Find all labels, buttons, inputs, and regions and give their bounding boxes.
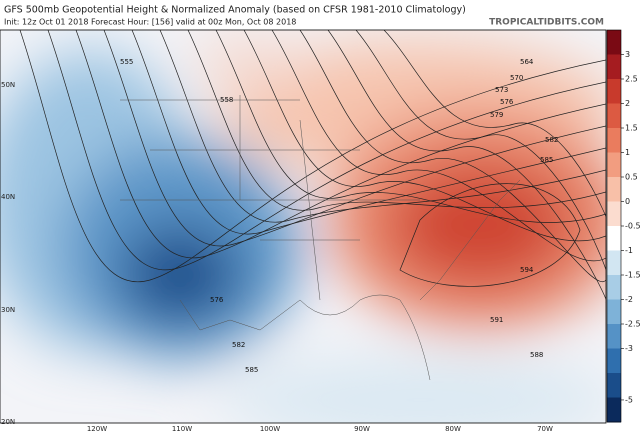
title: GFS 500mb Geopotential Height & Normaliz… xyxy=(4,5,466,16)
colorbar-segment xyxy=(607,226,621,251)
contour-label: 588 xyxy=(530,351,543,359)
colorbar-label: -2 xyxy=(625,295,633,304)
colorbar-segment xyxy=(607,201,621,227)
colorbar-label: 1 xyxy=(625,148,630,157)
colorbar-label: -2.5 xyxy=(625,320,640,329)
height-contours xyxy=(19,30,606,347)
colorbar-segment xyxy=(607,54,621,80)
contour-label: 573 xyxy=(495,86,508,94)
contour-line xyxy=(75,30,606,259)
map-area xyxy=(0,30,606,423)
lon-label: 120W xyxy=(87,425,107,433)
colorbar-segment xyxy=(607,348,621,374)
contour-label: 576 xyxy=(210,296,224,304)
lon-label: 100W xyxy=(260,425,280,433)
colorbar: 3 2.5 2 1.5 1 0.5 0 -0.5 -1 -1.5 -2 -2.5 -3 -5 xyxy=(606,29,640,423)
lon-label: 80W xyxy=(445,425,461,433)
colorbar-segment xyxy=(607,397,621,423)
contour-line xyxy=(299,30,606,283)
lon-label: 90W xyxy=(354,425,370,433)
contour-line xyxy=(159,30,606,223)
colorbar-segment xyxy=(607,177,621,202)
lon-label: 110W xyxy=(172,425,192,433)
contour-label: 555 xyxy=(120,58,133,66)
contour-label: 564 xyxy=(520,58,534,66)
colorbar-segment xyxy=(607,250,621,276)
contour-line xyxy=(19,30,606,283)
contour-line xyxy=(47,30,606,271)
colorbar-segment xyxy=(607,103,621,129)
lat-label: 30N xyxy=(1,306,15,314)
contour-line xyxy=(187,30,606,211)
contour-label: 582 xyxy=(545,136,558,144)
contour-label: 582 xyxy=(232,341,245,349)
colorbar-segment xyxy=(607,373,621,398)
contour-line xyxy=(327,30,606,303)
contour-line xyxy=(355,30,606,325)
colorbar-segment xyxy=(607,30,621,55)
colorbar-label: 2 xyxy=(625,99,630,108)
borders xyxy=(120,95,521,381)
colorbar-label: -5 xyxy=(625,395,633,404)
contour-line xyxy=(399,183,581,287)
subtitle: Init: 12z Oct 01 2018 Forecast Hour: [15… xyxy=(4,18,296,27)
colorbar-label: 2.5 xyxy=(625,75,638,84)
colorbar-label: -0.5 xyxy=(625,222,640,231)
colorbar-segment xyxy=(607,128,621,153)
contour-label: 576 xyxy=(500,98,514,106)
lat-label: 20N xyxy=(1,418,15,426)
colorbar-segment xyxy=(607,299,621,325)
colorbar-segment xyxy=(607,324,621,349)
colorbar-label: 3 xyxy=(625,50,630,59)
contour-label: 579 xyxy=(490,111,503,119)
contour-label: 558 xyxy=(220,96,233,104)
contour-line xyxy=(383,30,606,347)
contour-line xyxy=(271,30,606,262)
contour-label: 585 xyxy=(245,366,258,374)
colorbar-segment xyxy=(607,152,621,178)
contour-label: 591 xyxy=(490,316,503,324)
colorbar-label: -1.5 xyxy=(625,271,640,280)
contour-line xyxy=(103,30,606,247)
colorbar-label: 0 xyxy=(625,197,630,206)
colorbar-label: -3 xyxy=(625,344,633,353)
colorbar-label: 1.5 xyxy=(625,124,638,133)
map-frame xyxy=(0,29,607,424)
contour-label: 585 xyxy=(540,156,553,164)
colorbar-segment xyxy=(607,79,621,104)
contour-line xyxy=(215,30,606,223)
contour-label: 570 xyxy=(510,74,523,82)
contour-line xyxy=(243,30,606,242)
lon-label: 70W xyxy=(537,425,553,433)
colorbar-label: -1 xyxy=(625,246,633,255)
lat-label: 40N xyxy=(1,193,15,201)
site-name: TROPICALTIDBITS.COM xyxy=(489,18,604,28)
colorbar-label: 0.5 xyxy=(625,173,638,182)
colorbar-segment xyxy=(607,275,621,300)
lat-label: 50N xyxy=(1,81,15,89)
contour-label: 594 xyxy=(520,266,534,274)
